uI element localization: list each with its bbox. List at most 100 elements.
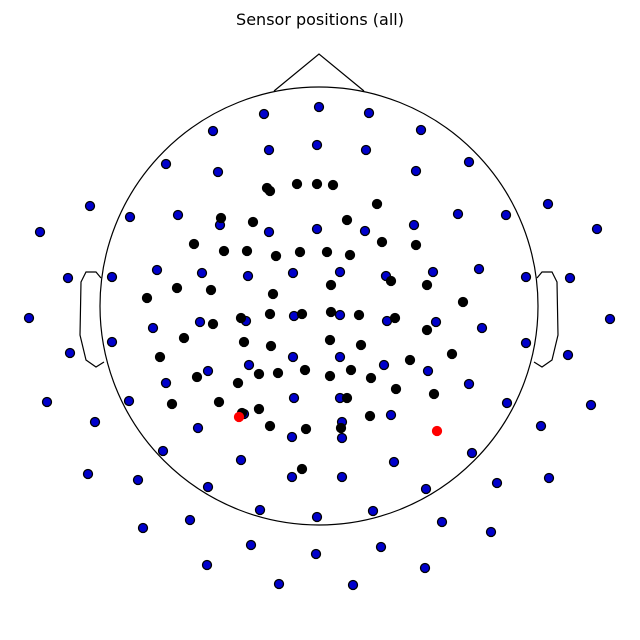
sensor-point bbox=[452, 208, 464, 220]
sensor-point bbox=[324, 370, 336, 382]
sensor-point bbox=[235, 454, 247, 466]
sensor-point bbox=[151, 264, 163, 276]
sensor-point bbox=[242, 270, 254, 282]
sensor-point bbox=[23, 312, 35, 324]
sensor-point bbox=[160, 377, 172, 389]
sensor-point bbox=[137, 522, 149, 534]
sensor-point bbox=[288, 392, 300, 404]
sensor-point bbox=[254, 504, 266, 516]
sensor-point bbox=[404, 354, 416, 366]
sensor-point bbox=[267, 288, 279, 300]
sensor-point bbox=[463, 156, 475, 168]
sensor-point bbox=[543, 472, 555, 484]
sensor-point bbox=[367, 505, 379, 517]
sensor-point bbox=[421, 279, 433, 291]
sensor-point bbox=[313, 101, 325, 113]
sensor-point bbox=[334, 309, 346, 321]
sensor-point bbox=[466, 447, 478, 459]
sensor-point bbox=[520, 271, 532, 283]
sensor-point bbox=[388, 456, 400, 468]
sensor-point bbox=[172, 209, 184, 221]
sensor-point bbox=[410, 165, 422, 177]
sensor-point bbox=[520, 337, 532, 349]
sensor-point bbox=[287, 267, 299, 279]
sensor-point bbox=[334, 266, 346, 278]
sensor-point bbox=[591, 223, 603, 235]
sensor-point bbox=[360, 144, 372, 156]
sensor-point bbox=[263, 226, 275, 238]
sensor-point bbox=[264, 308, 276, 320]
sensor-point bbox=[428, 388, 440, 400]
sensor-point bbox=[253, 368, 265, 380]
sensor-point bbox=[41, 396, 53, 408]
sensor-point bbox=[463, 378, 475, 390]
sensor-point bbox=[84, 200, 96, 212]
sensor-point bbox=[34, 226, 46, 238]
sensor-point bbox=[436, 516, 448, 528]
sensor-points bbox=[23, 101, 616, 591]
sensor-point bbox=[335, 422, 347, 434]
sensor-point bbox=[324, 334, 336, 346]
sensor-point bbox=[542, 198, 554, 210]
sensor-point bbox=[300, 423, 312, 435]
sensor-point bbox=[341, 214, 353, 226]
sensor-point bbox=[258, 108, 270, 120]
sensor-point bbox=[347, 579, 359, 591]
sensor-point bbox=[334, 351, 346, 363]
sensor-point bbox=[218, 245, 230, 257]
sensor-point bbox=[376, 236, 388, 248]
sensor-point bbox=[188, 238, 200, 250]
sensor-point bbox=[375, 541, 387, 553]
sensor-point bbox=[273, 578, 285, 590]
sensor-point bbox=[205, 284, 217, 296]
sensor-point bbox=[355, 339, 367, 351]
sensor-point bbox=[106, 271, 118, 283]
sensor-point bbox=[296, 308, 308, 320]
sensor-point bbox=[341, 392, 353, 404]
sensor-point bbox=[485, 526, 497, 538]
sensor-point bbox=[364, 410, 376, 422]
sensor-point bbox=[327, 179, 339, 191]
sensor-point bbox=[336, 432, 348, 444]
sensor-point bbox=[89, 416, 101, 428]
sensor-point bbox=[311, 223, 323, 235]
sensor-point bbox=[263, 144, 275, 156]
left-ear-outline bbox=[79, 271, 105, 368]
sensor-point bbox=[171, 282, 183, 294]
sensor-point bbox=[194, 316, 206, 328]
sensor-point bbox=[359, 225, 371, 237]
sensor-point bbox=[253, 403, 265, 415]
sensor-point bbox=[294, 246, 306, 258]
sensor-point bbox=[422, 365, 434, 377]
sensor-point bbox=[385, 275, 397, 287]
sensor-point bbox=[325, 306, 337, 318]
sensor-point bbox=[371, 198, 383, 210]
sensor-point bbox=[535, 420, 547, 432]
sensor-point bbox=[166, 398, 178, 410]
sensor-point bbox=[420, 483, 432, 495]
sensor-point bbox=[191, 371, 203, 383]
sensor-point bbox=[446, 348, 458, 360]
sensor-point bbox=[415, 124, 427, 136]
sensor-point bbox=[264, 185, 276, 197]
sensor-point bbox=[286, 471, 298, 483]
sensor-point bbox=[390, 383, 402, 395]
sensor-point bbox=[241, 245, 253, 257]
sensor-point bbox=[321, 246, 333, 258]
sensor-point bbox=[245, 539, 257, 551]
sensor-point bbox=[353, 309, 365, 321]
sensor-point bbox=[184, 514, 196, 526]
sensor-point bbox=[286, 431, 298, 443]
sensor-point bbox=[207, 318, 219, 330]
sensor-point bbox=[336, 471, 348, 483]
sensor-point bbox=[264, 420, 276, 432]
sensor-point bbox=[178, 332, 190, 344]
sensor-point bbox=[212, 166, 224, 178]
sensor-point bbox=[310, 548, 322, 560]
sensor-point bbox=[202, 365, 214, 377]
sensor-point bbox=[299, 364, 311, 376]
head-outline bbox=[79, 53, 559, 526]
head-circle bbox=[99, 86, 539, 526]
sensor-point bbox=[385, 409, 397, 421]
sensor-point bbox=[325, 279, 337, 291]
